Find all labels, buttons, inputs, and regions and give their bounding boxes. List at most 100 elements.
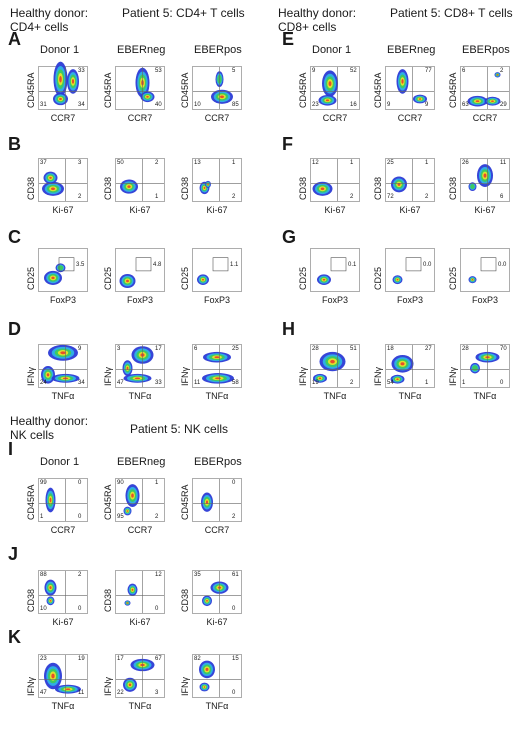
density-contour [126, 602, 129, 604]
treg-gate-box [330, 257, 347, 272]
density-contour [131, 588, 134, 591]
plot-svg [115, 248, 165, 292]
plot-svg [38, 248, 88, 292]
plot-svg [38, 654, 88, 698]
quadrant-percent: 11 [500, 160, 507, 166]
density-contour [471, 278, 474, 281]
x-axis-label: CCR7 [472, 113, 498, 123]
plot-svg [192, 158, 242, 202]
plot-svg [115, 344, 165, 388]
quadrant-percent: 1 [232, 160, 236, 166]
column-title: EBERneg [117, 44, 166, 56]
density-contour [396, 278, 399, 281]
panel-letter-b: B [8, 134, 21, 154]
quadrant-percent: 16 [350, 102, 357, 108]
density-contour [318, 377, 322, 380]
quadrant-percent: 0 [500, 380, 504, 386]
y-axis-label: CD38 [180, 176, 190, 200]
quadrant-percent: 3 [78, 160, 82, 166]
y-axis-label: CD38 [448, 176, 458, 200]
quadrant-percent: 33 [78, 68, 85, 74]
flow-cytometry-plot [385, 158, 435, 202]
density-contour [220, 95, 224, 99]
y-axis-label: IFNγ [103, 677, 113, 696]
panel-letter-d: D [8, 319, 21, 339]
x-axis-label: Ki-67 [52, 205, 74, 215]
quadrant-percent: 35 [194, 572, 201, 578]
x-axis-label: TNFα [323, 391, 347, 401]
quadrant-percent: 0 [232, 690, 236, 696]
y-axis-label: CD38 [103, 176, 113, 200]
panel-letter-a: A [8, 29, 21, 49]
y-axis-label: CD25 [180, 266, 190, 290]
density-contour [320, 187, 325, 191]
flow-cytometry-plot [385, 248, 435, 292]
quadrant-percent: 12 [312, 160, 319, 166]
flow-cytometry-plot [115, 570, 165, 614]
quadrant-percent: 85 [232, 102, 239, 108]
density-contour [401, 79, 404, 84]
flow-cytometry-plot [460, 66, 510, 110]
density-contour [134, 377, 141, 380]
density-contour [472, 365, 478, 372]
quadrant-percent: 3 [117, 346, 121, 352]
plot-svg [310, 344, 360, 388]
quadrant-percent: 2 [425, 194, 429, 200]
y-axis-label: IFNγ [180, 367, 190, 386]
y-axis-label: CD25 [448, 266, 458, 290]
column-title: Donor 1 [40, 456, 80, 468]
x-axis-label: Ki-67 [206, 617, 228, 627]
flow-cytometry-plot [460, 248, 510, 292]
density-contour [496, 74, 499, 76]
plot-svg [192, 66, 242, 110]
flow-cytometry-plot [115, 248, 165, 292]
quadrant-percent: 1 [155, 480, 159, 486]
y-axis-label: CD38 [298, 176, 308, 200]
flow-cytometry-plot [115, 344, 165, 388]
quadrant-percent: 2 [232, 514, 236, 520]
x-axis-label: CCR7 [50, 525, 76, 535]
quadrant-percent: 0 [155, 606, 159, 612]
quadrant-percent: 1 [40, 514, 44, 520]
x-axis-label: CCR7 [50, 113, 76, 123]
plot-frame [115, 478, 165, 522]
flow-cytometry-plot [38, 248, 88, 292]
plot-svg [192, 654, 242, 698]
flow-cytometry-plot [115, 654, 165, 698]
x-axis-label: FoxP3 [321, 295, 348, 305]
plot-svg [115, 478, 165, 522]
quadrant-percent: 2 [500, 68, 504, 74]
quadrant-percent: 27 [425, 346, 432, 352]
density-contour [51, 276, 55, 280]
x-axis-label: CCR7 [397, 113, 423, 123]
quadrant-percent: 13 [194, 160, 201, 166]
plot-svg [192, 248, 242, 292]
density-contour [59, 97, 62, 101]
quadrant-percent: 47 [40, 690, 47, 696]
quadrant-percent: 2 [78, 194, 82, 200]
flow-cytometry-plot [310, 66, 360, 110]
plot-svg [385, 344, 435, 388]
x-axis-label: Ki-67 [129, 205, 151, 215]
plot-svg [385, 66, 435, 110]
plot-svg [310, 66, 360, 110]
quadrant-percent: 54 [387, 380, 394, 386]
y-axis-label: CD38 [103, 588, 113, 612]
x-axis-label: TNFα [128, 391, 152, 401]
density-contour [60, 351, 66, 355]
flow-cytometry-plot [115, 66, 165, 110]
quadrant-percent: 28 [312, 346, 319, 352]
plot-frame [385, 66, 435, 110]
flow-cytometry-plot [192, 570, 242, 614]
x-axis-label: Ki-67 [324, 205, 346, 215]
treg-gate-box [212, 257, 229, 272]
x-axis-label: Ki-67 [399, 205, 421, 215]
density-contour [57, 265, 64, 271]
quadrant-percent: 1 [350, 160, 354, 166]
quadrant-percent: 1 [155, 194, 159, 200]
plot-frame [460, 248, 510, 292]
quadrant-percent: 12 [155, 572, 162, 578]
x-axis-label: TNFα [51, 391, 75, 401]
header-cd8-patient: Patient 5: CD8+ T cells [390, 6, 513, 20]
density-contour [207, 183, 209, 186]
